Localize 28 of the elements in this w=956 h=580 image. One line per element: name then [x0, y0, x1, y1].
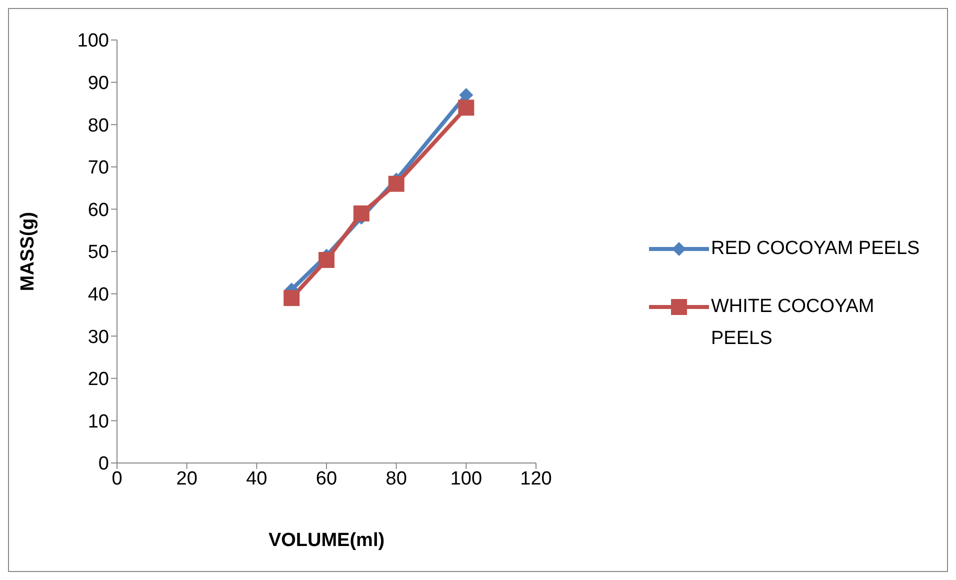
y-tick-label: 80 — [88, 115, 109, 136]
x-tick-label: 100 — [450, 468, 482, 490]
x-axis-title: VOLUME(ml) — [268, 530, 385, 551]
y-tick-label: 60 — [88, 200, 109, 221]
y-axis-title: MASS(g) — [18, 212, 39, 292]
y-tick-label: 100 — [77, 30, 109, 52]
y-tick-label: 30 — [88, 326, 109, 348]
legend-label: WHITE COCOYAM PEELS — [711, 295, 876, 351]
y-tick-label: 0 — [98, 454, 109, 475]
point — [318, 252, 334, 268]
y-tick-label: 70 — [88, 158, 109, 179]
point — [353, 205, 370, 222]
point — [388, 176, 404, 192]
y-tick-label: 20 — [88, 369, 109, 390]
y-tick-label: 50 — [88, 242, 109, 264]
y-tick-label: 10 — [88, 411, 109, 432]
point — [284, 290, 300, 306]
x-tick-label: 80 — [386, 468, 407, 490]
x-tick-label: 0 — [112, 468, 122, 490]
point — [459, 88, 474, 102]
y-tick-label: 90 — [88, 73, 109, 94]
x-tick-label: 120 — [520, 468, 552, 490]
x-tick-label: 20 — [176, 468, 198, 490]
legend-label: RED COCOYAM PEELS — [711, 237, 921, 261]
x-tick-label: 40 — [246, 468, 268, 490]
y-tick-label: 40 — [88, 284, 109, 306]
point — [458, 100, 474, 116]
x-tick-label: 60 — [316, 468, 338, 490]
